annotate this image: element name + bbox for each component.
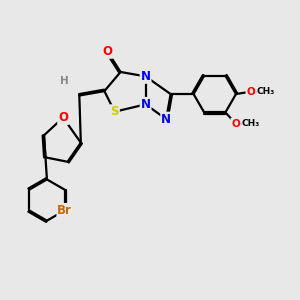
Text: H: H <box>60 76 69 86</box>
Text: N: N <box>161 112 171 126</box>
Text: O: O <box>58 111 68 124</box>
Text: S: S <box>110 105 119 118</box>
Text: N: N <box>141 70 151 83</box>
Text: O: O <box>246 87 255 97</box>
Text: CH₃: CH₃ <box>257 87 275 96</box>
Text: Br: Br <box>57 204 72 217</box>
Text: O: O <box>102 45 112 58</box>
Text: N: N <box>141 98 151 111</box>
Text: CH₃: CH₃ <box>242 119 260 128</box>
Text: O: O <box>231 118 240 129</box>
